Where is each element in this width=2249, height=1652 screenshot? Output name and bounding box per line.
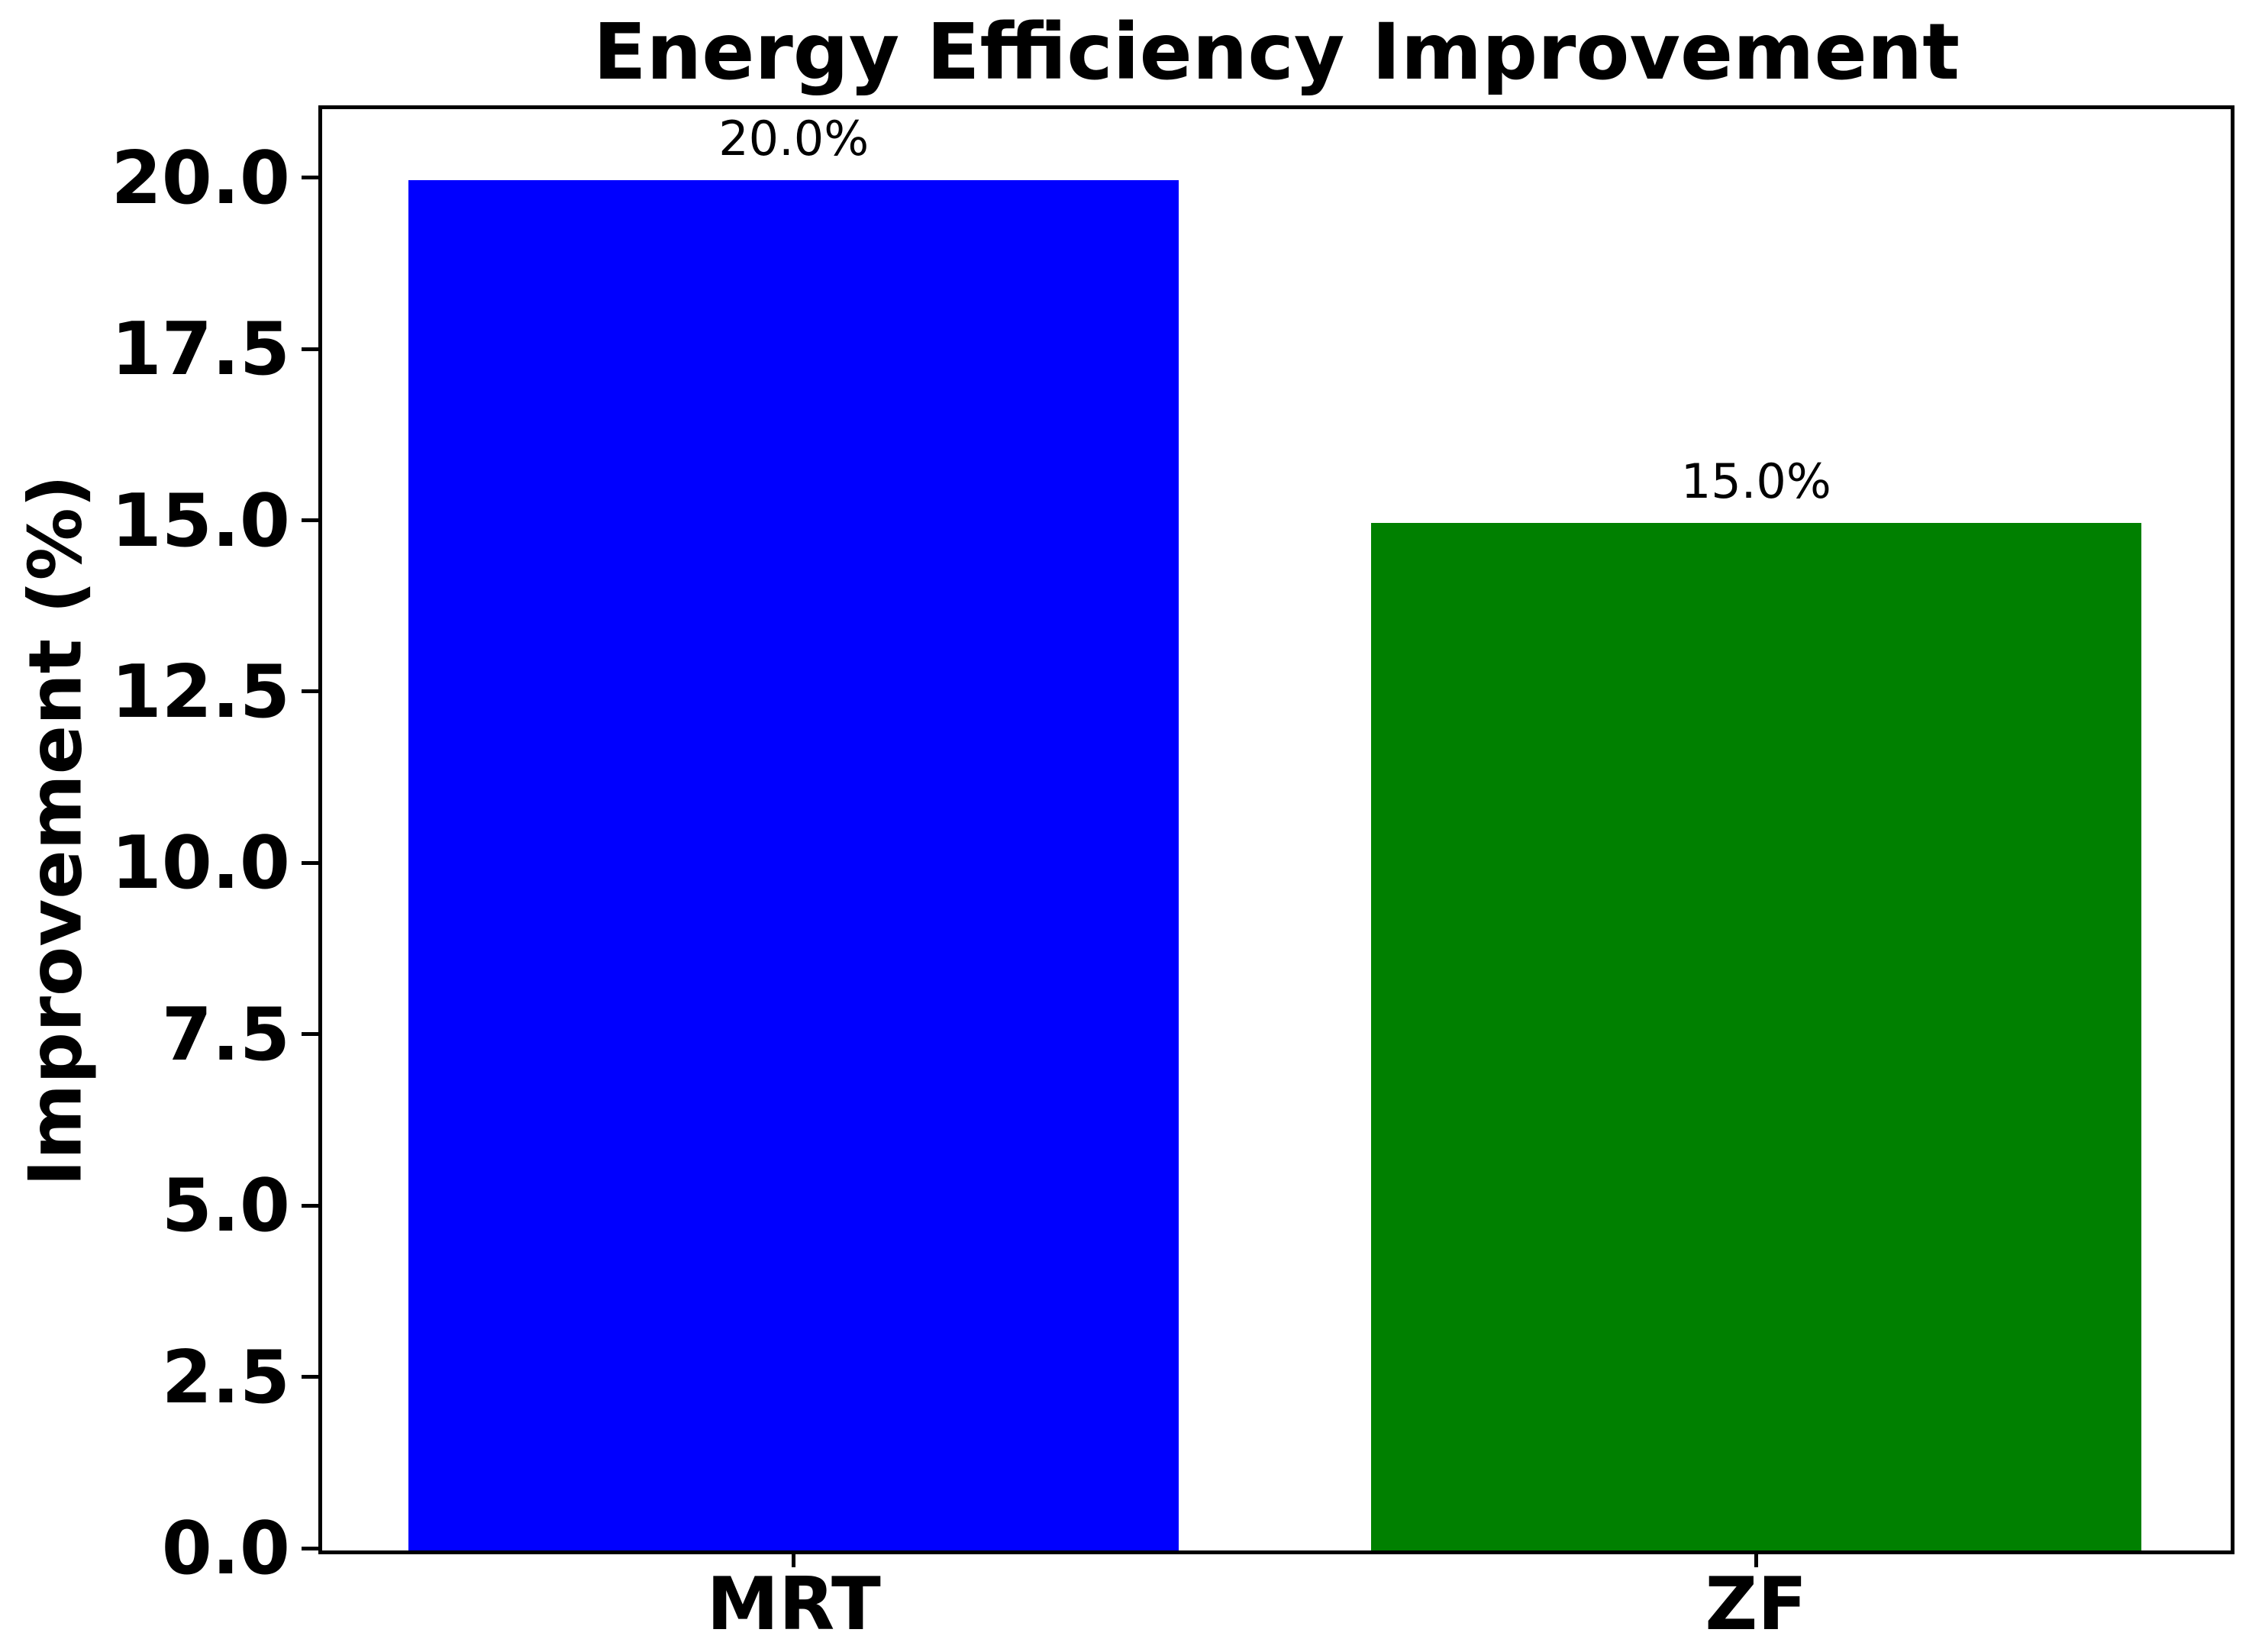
y-tick-label: 20.0 <box>111 136 290 221</box>
plot-area <box>318 105 2234 1554</box>
y-tick-label: 0.0 <box>161 1507 290 1591</box>
x-tick-mark <box>1754 1550 1758 1567</box>
y-tick-mark <box>302 176 318 180</box>
y-tick-label: 5.0 <box>161 1164 290 1249</box>
y-tick-label: 2.5 <box>161 1335 290 1420</box>
bar-value-label: 20.0% <box>718 110 870 166</box>
x-tick-label-zf: ZF <box>1705 1563 1808 1647</box>
bar-mrt <box>408 179 1179 1550</box>
y-tick-label: 17.5 <box>111 308 290 392</box>
y-tick-mark <box>302 347 318 351</box>
bar-zf <box>1371 522 2141 1550</box>
x-tick-label-mrt: MRT <box>706 1563 881 1647</box>
x-tick-mark <box>792 1550 796 1567</box>
y-tick-mark <box>302 1032 318 1037</box>
y-tick-label: 10.0 <box>111 821 290 906</box>
y-tick-mark <box>302 1203 318 1208</box>
bar-value-label: 15.0% <box>1680 453 1831 509</box>
y-tick-mark <box>302 1375 318 1379</box>
y-tick-mark <box>302 860 318 865</box>
y-tick-mark <box>302 518 318 523</box>
chart-title: Energy Efficiency Improvement <box>592 7 1960 98</box>
y-tick-label: 12.5 <box>111 650 290 734</box>
y-tick-mark <box>302 1546 318 1550</box>
y-tick-label: 7.5 <box>161 992 290 1077</box>
y-tick-mark <box>302 689 318 694</box>
y-tick-label: 15.0 <box>111 479 290 563</box>
